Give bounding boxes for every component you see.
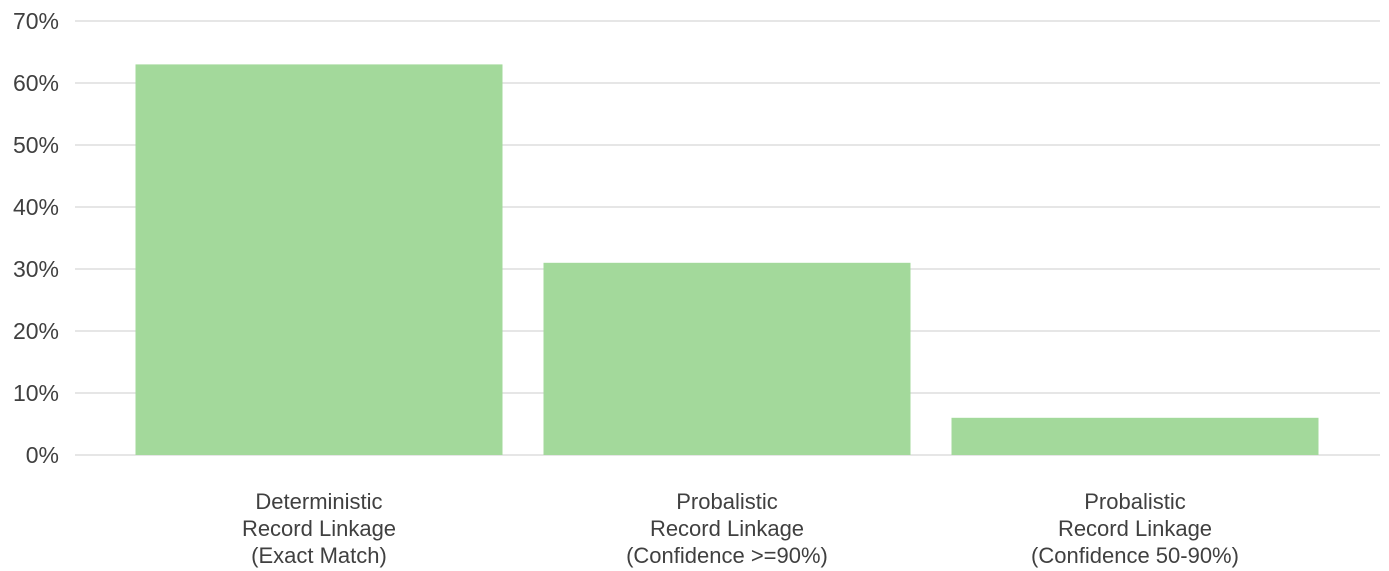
x-axis-category-labels: Deterministic Record Linkage (Exact Match)…: [242, 489, 1239, 568]
y-tick-label: 10%: [13, 380, 59, 406]
bar: [543, 262, 911, 455]
x-category-label: Probalistic Record Linkage (Confidence >=9…: [626, 489, 828, 568]
y-axis-tick-labels: 0% 10% 20% 30% 40% 50% 60% 70%: [13, 8, 59, 468]
y-tick-label: 0%: [26, 442, 59, 468]
y-tick-label: 60%: [13, 70, 59, 96]
y-tick-label: 30%: [13, 256, 59, 282]
bar: [951, 417, 1319, 455]
y-tick-label: 40%: [13, 194, 59, 220]
y-tick-label: 50%: [13, 132, 59, 158]
bars: [135, 64, 1319, 456]
y-tick-label: 20%: [13, 318, 59, 344]
bar: [135, 64, 503, 456]
x-category-label: Probalistic Record Linkage (Confidence 50-…: [1031, 489, 1239, 568]
y-tick-label: 70%: [13, 8, 59, 34]
x-category-label: Deterministic Record Linkage (Exact Match): [242, 489, 396, 568]
